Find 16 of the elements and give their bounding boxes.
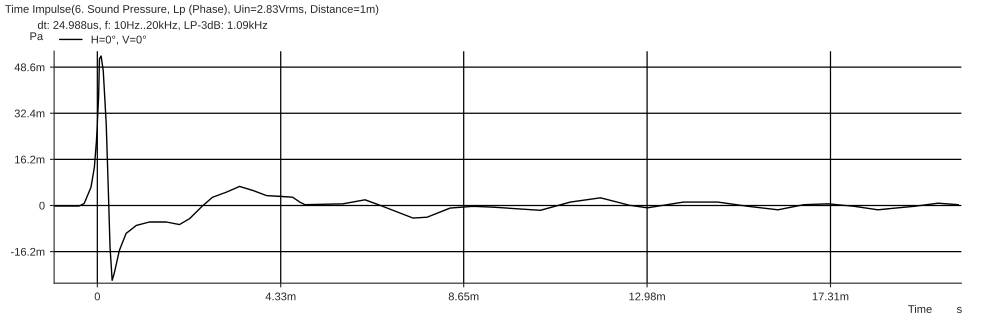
y-tick-label: 0: [39, 202, 45, 210]
y-tick-label: 16.2m: [15, 156, 44, 164]
text: s: [956, 306, 962, 314]
x-tick-label: 12.98m: [629, 292, 665, 300]
x-tick-label: 17.31m: [812, 292, 848, 300]
y-tick-label: -16.2m: [11, 248, 44, 256]
y-tick-label: 32.4m: [14, 110, 44, 118]
legend-label: H=0°, V=0°: [92, 36, 146, 45]
x-tick-label: 4.33m: [266, 292, 296, 300]
x-tick-label: 8.65m: [448, 292, 478, 300]
x-tick-label: 0: [94, 292, 100, 300]
x-axis-title: Time: [908, 304, 932, 314]
chart-title: Time Impulse(6. Sound Pressure, Lp (Phase), Uin=2.83Vrms, Distance=1m): [5, 4, 378, 16]
chart-subtitle: dt: 24.988us, f: 10Hz..20kHz, LP-3dB: 1.09kHz: [38, 20, 268, 30]
y-tick-label: 48.6m: [14, 63, 44, 72]
y-axis-title: Pa: [30, 32, 44, 40]
